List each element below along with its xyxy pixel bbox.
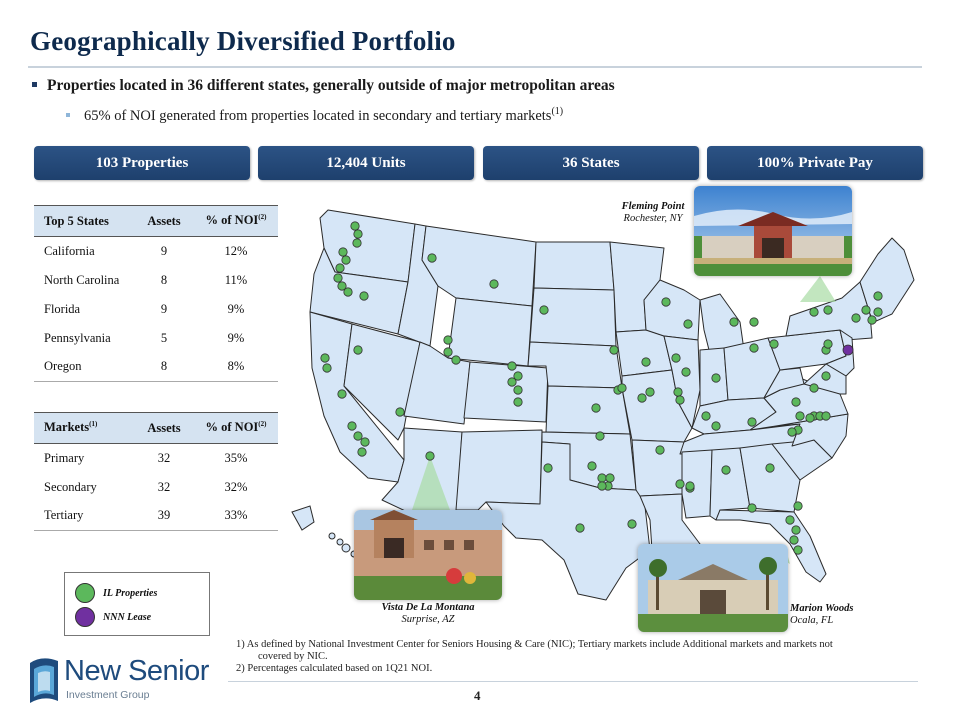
page-number: 4 (474, 688, 481, 703)
table-row: Secondary 32 32% (44, 479, 248, 494)
map-legend: IL Properties NNN Lease (64, 572, 210, 636)
footnote-2: 2) Percentages calculated based on 1Q21 … (236, 663, 433, 674)
callout-fleming: Fleming Point Rochester, NY (621, 201, 685, 224)
col-header-state: Top 5 States (34, 205, 134, 237)
table-row: Tertiary 39 33% (34, 501, 278, 531)
top-states-table: Top 5 States Assets % of NOI(2) Californ… (34, 205, 278, 382)
photo-marion-woods (638, 544, 788, 632)
col-header-noi: % of NOI(2) (194, 205, 278, 237)
stat-properties: 103 Properties (34, 146, 250, 180)
table-row: North Carolina 8 11% (44, 272, 248, 287)
legend-item-nnn: NNN Lease (75, 607, 151, 627)
logo-wordmark: New Senior (64, 655, 209, 687)
col-header-noi: % of NOI(2) (194, 412, 278, 444)
bullet-sub-text: 65% of NOI generated from properties loc… (84, 107, 552, 124)
stat-units: 12,404 Units (258, 146, 474, 180)
green-dot-icon (75, 583, 95, 603)
logo-mark-icon (30, 658, 58, 703)
table-header-row: Markets(1) Assets % of NOI(2) (34, 412, 278, 444)
col-header-assets: Assets (134, 412, 194, 444)
table-row: Oregon 8 8% (34, 352, 278, 382)
markets-table: Markets(1) Assets % of NOI(2) Primary 32 3… (34, 412, 278, 531)
legend-item-il: IL Properties (75, 583, 157, 603)
bullet-main: Properties located in 36 different state… (32, 77, 615, 95)
page-title: Geographically Diversified Portfolio (30, 26, 456, 56)
photo-fleming-point (694, 186, 852, 276)
title-divider (28, 66, 922, 68)
table-row: California 9 12% (44, 243, 248, 258)
col-header-assets: Assets (134, 205, 194, 237)
footnote-1: 1) As defined by National Investment Cen… (236, 639, 833, 650)
callout-marion: Marion Woods Ocala, FL (790, 603, 854, 626)
footnotes: 1) As defined by National Investment Cen… (236, 639, 926, 675)
bullet-square-icon (66, 112, 70, 117)
us-map (291, 209, 915, 601)
footnote-ref: (1) (551, 106, 564, 117)
table-header-row: Top 5 States Assets % of NOI(2) (34, 205, 278, 237)
stat-private-pay: 100% Private Pay (707, 146, 923, 180)
stat-states: 36 States (483, 146, 699, 180)
footnote-1-cont: covered by NIC. (258, 651, 328, 662)
col-header-market: Markets(1) (34, 412, 134, 444)
nnn-lease-dot (842, 344, 854, 356)
photo-vista-de-la-montana (354, 510, 502, 600)
callout-vista: Vista De La Montana Surprise, AZ (381, 602, 475, 625)
bullet-sub: 65% of NOI generated from properties loc… (66, 106, 563, 125)
table-row: Pennsylvania 5 9% (44, 330, 245, 345)
alaska-shape (291, 505, 315, 531)
property-dots (320, 221, 883, 555)
callout-pointer-vista (412, 456, 450, 510)
footer-divider (228, 681, 918, 682)
bullet-main-text: Properties located in 36 different state… (47, 77, 615, 94)
table-row: Florida 9 9% (44, 301, 245, 316)
company-logo: New Senior Investment Group (24, 655, 220, 707)
bullet-square-icon (32, 81, 37, 87)
hawaii-shapes (328, 532, 358, 558)
purple-dot-icon (75, 607, 95, 627)
logo-subtitle: Investment Group (66, 689, 150, 701)
table-row: Primary 32 35% (44, 450, 248, 465)
callout-pointer-fleming (800, 276, 836, 302)
